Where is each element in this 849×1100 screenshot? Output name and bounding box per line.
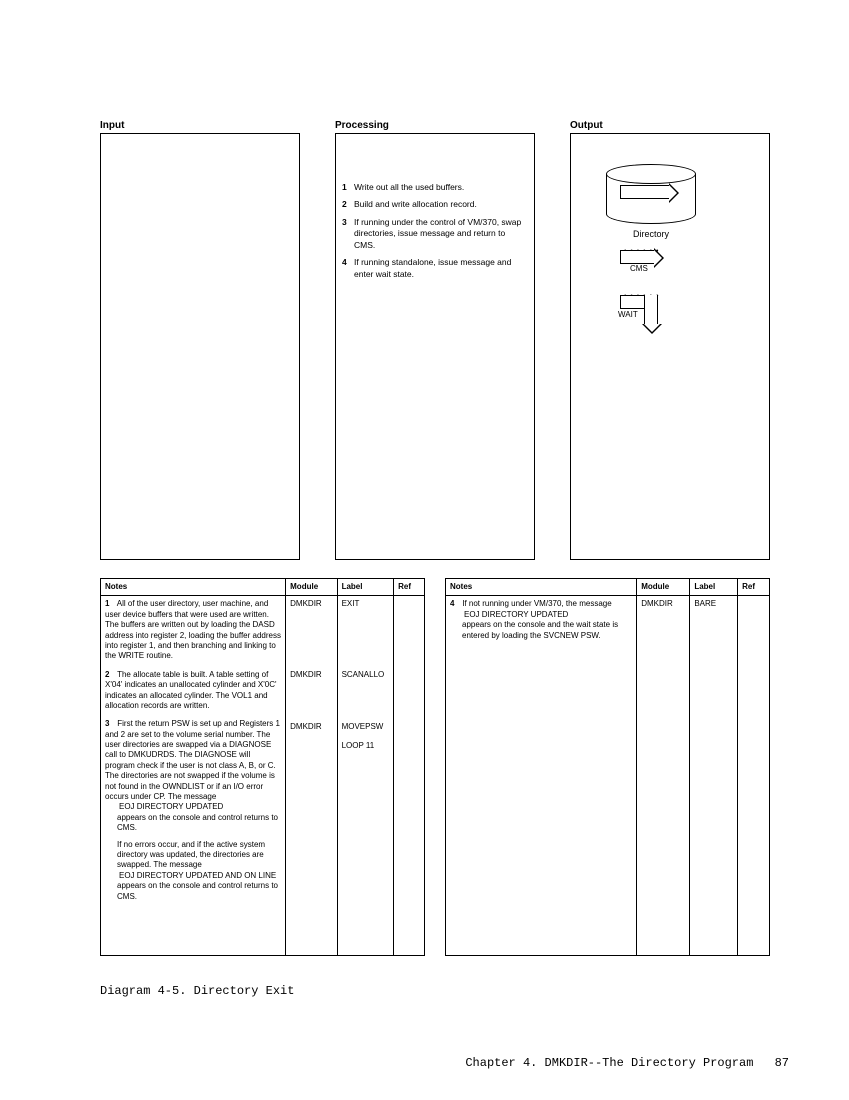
- label-cell: BARE: [690, 596, 738, 956]
- label-value: BARE: [694, 599, 733, 609]
- step-text: If running under the control of VM/370, …: [354, 217, 528, 251]
- note-number: 2: [105, 670, 115, 680]
- processing-box: 1 Write out all the used buffers. 2 Buil…: [335, 133, 535, 560]
- notes-table-right: Notes Module Label Ref 4 If not running …: [445, 578, 770, 956]
- note-body: appears on the console and control retur…: [117, 881, 281, 902]
- col-label: Label: [337, 579, 394, 596]
- module-value: DMKDIR: [290, 599, 332, 609]
- module-value: DMKDIR: [290, 670, 332, 680]
- module-cell: DMKDIR: [637, 596, 690, 956]
- input-box: [100, 133, 300, 560]
- note-message: EOJ DIRECTORY UPDATED: [464, 610, 632, 620]
- arrow-to-directory-icon: [620, 185, 670, 199]
- chapter-title: Chapter 4. DMKDIR--The Directory Program: [465, 1056, 753, 1070]
- page-footer: Chapter 4. DMKDIR--The Directory Program…: [465, 1056, 789, 1070]
- notes-tables-row: Notes Module Label Ref 1 All of the user…: [100, 578, 770, 956]
- notes-table-left: Notes Module Label Ref 1 All of the user…: [100, 578, 425, 956]
- page-number: 87: [775, 1056, 789, 1070]
- step-number: 4: [342, 257, 354, 280]
- col-module: Module: [286, 579, 337, 596]
- processing-step: 1 Write out all the used buffers.: [342, 182, 528, 193]
- notes-cell: 4 If not running under VM/370, the messa…: [446, 596, 637, 956]
- ref-cell: [738, 596, 770, 956]
- note-message: EOJ DIRECTORY UPDATED: [119, 802, 281, 812]
- arrow-to-cms-icon: [620, 250, 655, 264]
- note-body: If not running under VM/370, the message: [462, 599, 611, 608]
- col-ref: Ref: [394, 579, 425, 596]
- note-body: appears on the console and control retur…: [117, 813, 281, 834]
- processing-column: Processing 1 Write out all the used buff…: [335, 120, 535, 560]
- note-message: EOJ DIRECTORY UPDATED AND ON LINE: [119, 871, 281, 881]
- step-text: Build and write allocation record.: [354, 199, 528, 210]
- col-ref: Ref: [738, 579, 770, 596]
- label-value: MOVEPSW: [342, 722, 390, 732]
- figure-caption: Diagram 4-5. Directory Exit: [100, 984, 770, 998]
- step-number: 2: [342, 199, 354, 210]
- label-value: SCANALLO: [342, 670, 390, 680]
- col-notes: Notes: [101, 579, 286, 596]
- input-column: Input: [100, 120, 300, 560]
- step-text: If running standalone, issue message and…: [354, 257, 528, 280]
- input-heading: Input: [100, 120, 300, 131]
- processing-step: 2 Build and write allocation record.: [342, 199, 528, 210]
- col-label: Label: [690, 579, 738, 596]
- module-value: DMKDIR: [641, 599, 685, 609]
- note-body: appears on the console and the wait stat…: [462, 620, 632, 641]
- ref-cell: [394, 596, 425, 956]
- note-body: All of the user directory, user machine,…: [105, 599, 281, 660]
- label-value: LOOP 11: [342, 741, 390, 751]
- processing-step: 4 If running standalone, issue message a…: [342, 257, 528, 280]
- label-value: EXIT: [342, 599, 390, 609]
- step-number: 3: [342, 217, 354, 251]
- arrow-wait-label: WAIT: [618, 310, 638, 319]
- note-number: 3: [105, 719, 115, 729]
- module-cell: DMKDIR DMKDIR DMKDIR: [286, 596, 337, 956]
- note-number: 1: [105, 599, 115, 609]
- module-value: DMKDIR: [290, 722, 332, 732]
- label-cell: EXIT SCANALLO MOVEPSW LOOP 11: [337, 596, 394, 956]
- note-body: The allocate table is built. A table set…: [105, 670, 277, 710]
- output-heading: Output: [570, 120, 770, 131]
- processing-step: 3 If running under the control of VM/370…: [342, 217, 528, 251]
- note-body: If no errors occur, and if the active sy…: [117, 840, 281, 871]
- page: Input Processing 1 Write out all the use…: [100, 120, 770, 998]
- note-number: 4: [450, 599, 460, 609]
- cylinder-label: Directory: [571, 229, 731, 239]
- processing-heading: Processing: [335, 120, 535, 131]
- arrow-cms-label: CMS: [630, 264, 648, 273]
- step-text: Write out all the used buffers.: [354, 182, 528, 193]
- arrow-wait-down-icon: [644, 295, 658, 325]
- step-number: 1: [342, 182, 354, 193]
- col-module: Module: [637, 579, 690, 596]
- notes-cell: 1 All of the user directory, user machin…: [101, 596, 286, 956]
- col-notes: Notes: [446, 579, 637, 596]
- note-body: First the return PSW is set up and Regis…: [105, 719, 280, 801]
- processing-list: 1 Write out all the used buffers. 2 Buil…: [336, 174, 534, 292]
